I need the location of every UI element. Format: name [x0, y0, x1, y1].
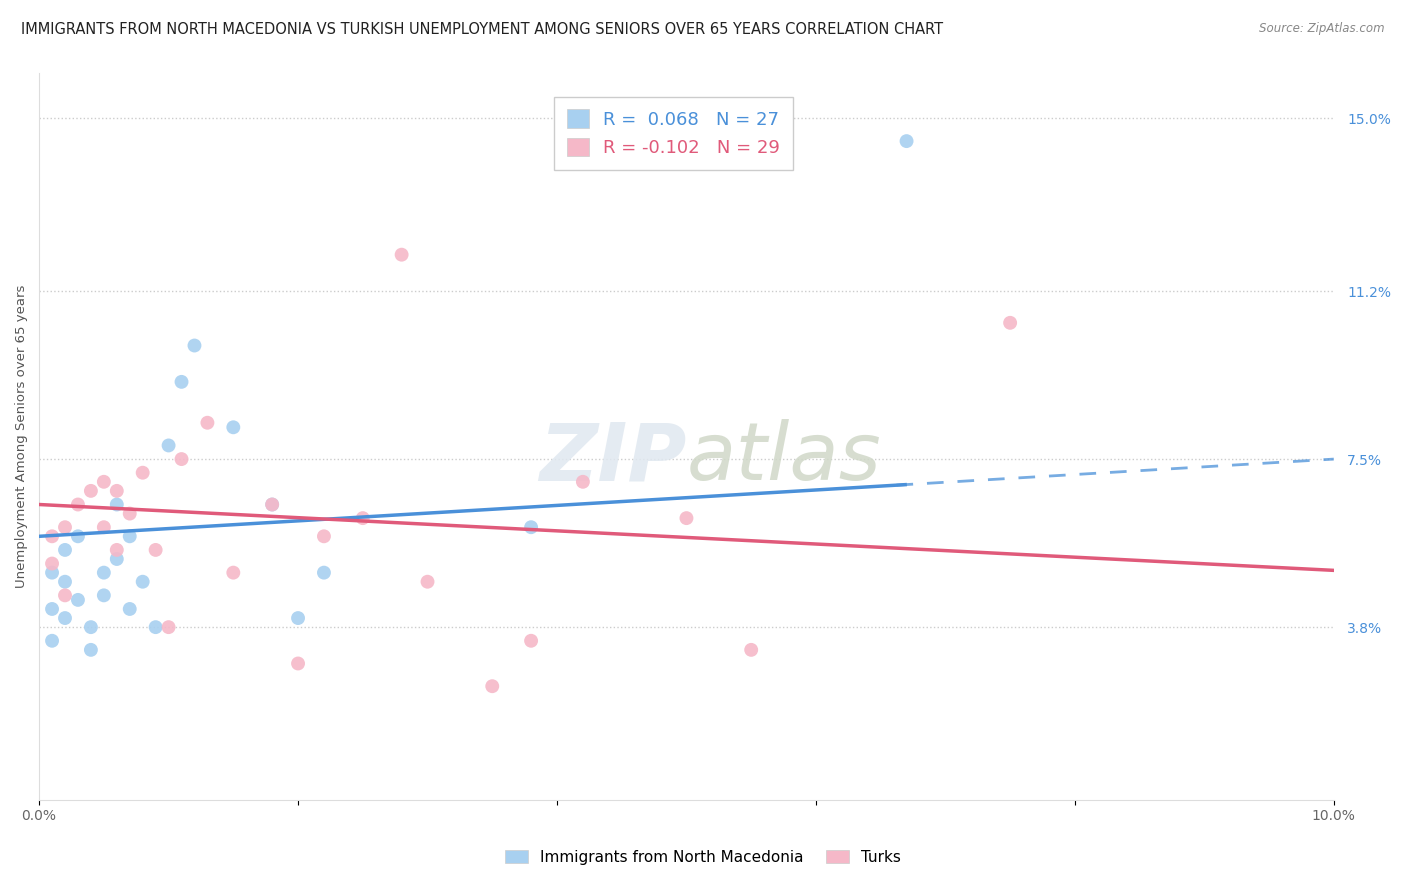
Point [262, 498, 284, 512]
Point [145, 620, 167, 634]
Point [520, 520, 543, 534]
Point [105, 552, 128, 566]
Point [53, 574, 76, 589]
Point [145, 543, 167, 558]
Point [93, 588, 115, 602]
Point [896, 134, 918, 148]
Point [118, 602, 141, 616]
Point [481, 679, 503, 693]
Point [675, 511, 697, 525]
Text: IMMIGRANTS FROM NORTH MACEDONIA VS TURKISH UNEMPLOYMENT AMONG SENIORS OVER 65 YE: IMMIGRANTS FROM NORTH MACEDONIA VS TURKI… [21, 22, 943, 37]
Point [131, 466, 153, 480]
Point [170, 452, 193, 467]
Point [41, 633, 63, 648]
Point [572, 475, 595, 489]
Legend: Immigrants from North Macedonia, Turks: Immigrants from North Macedonia, Turks [499, 844, 907, 871]
Text: ZIP: ZIP [538, 419, 686, 497]
Point [41, 557, 63, 571]
Point [262, 498, 284, 512]
Point [66, 593, 89, 607]
Point [287, 611, 309, 625]
Point [105, 483, 128, 498]
Point [183, 338, 205, 352]
Point [66, 529, 89, 543]
Text: atlas: atlas [686, 419, 882, 497]
Point [740, 643, 762, 657]
Point [157, 620, 180, 634]
Point [93, 475, 115, 489]
Point [352, 511, 374, 525]
Point [41, 602, 63, 616]
Point [222, 420, 245, 434]
Y-axis label: Unemployment Among Seniors over 65 years: Unemployment Among Seniors over 65 years [15, 285, 28, 588]
Point [391, 248, 413, 262]
Point [312, 566, 335, 580]
Point [105, 543, 128, 558]
Point [80, 483, 103, 498]
Point [80, 620, 103, 634]
Point [53, 588, 76, 602]
Point [998, 316, 1021, 330]
Point [66, 498, 89, 512]
Point [53, 611, 76, 625]
Point [157, 438, 180, 452]
Point [105, 498, 128, 512]
Point [131, 574, 153, 589]
Point [170, 375, 193, 389]
Text: Source: ZipAtlas.com: Source: ZipAtlas.com [1260, 22, 1385, 36]
Point [118, 529, 141, 543]
Point [287, 657, 309, 671]
Point [41, 529, 63, 543]
Point [416, 574, 439, 589]
Point [80, 643, 103, 657]
Point [93, 520, 115, 534]
Point [520, 633, 543, 648]
Point [93, 566, 115, 580]
Point [118, 507, 141, 521]
Legend: R =  0.068   N = 27, R = -0.102   N = 29: R = 0.068 N = 27, R = -0.102 N = 29 [554, 96, 793, 169]
Point [41, 566, 63, 580]
Point [312, 529, 335, 543]
Point [53, 520, 76, 534]
Point [197, 416, 219, 430]
Point [222, 566, 245, 580]
Point [53, 543, 76, 558]
